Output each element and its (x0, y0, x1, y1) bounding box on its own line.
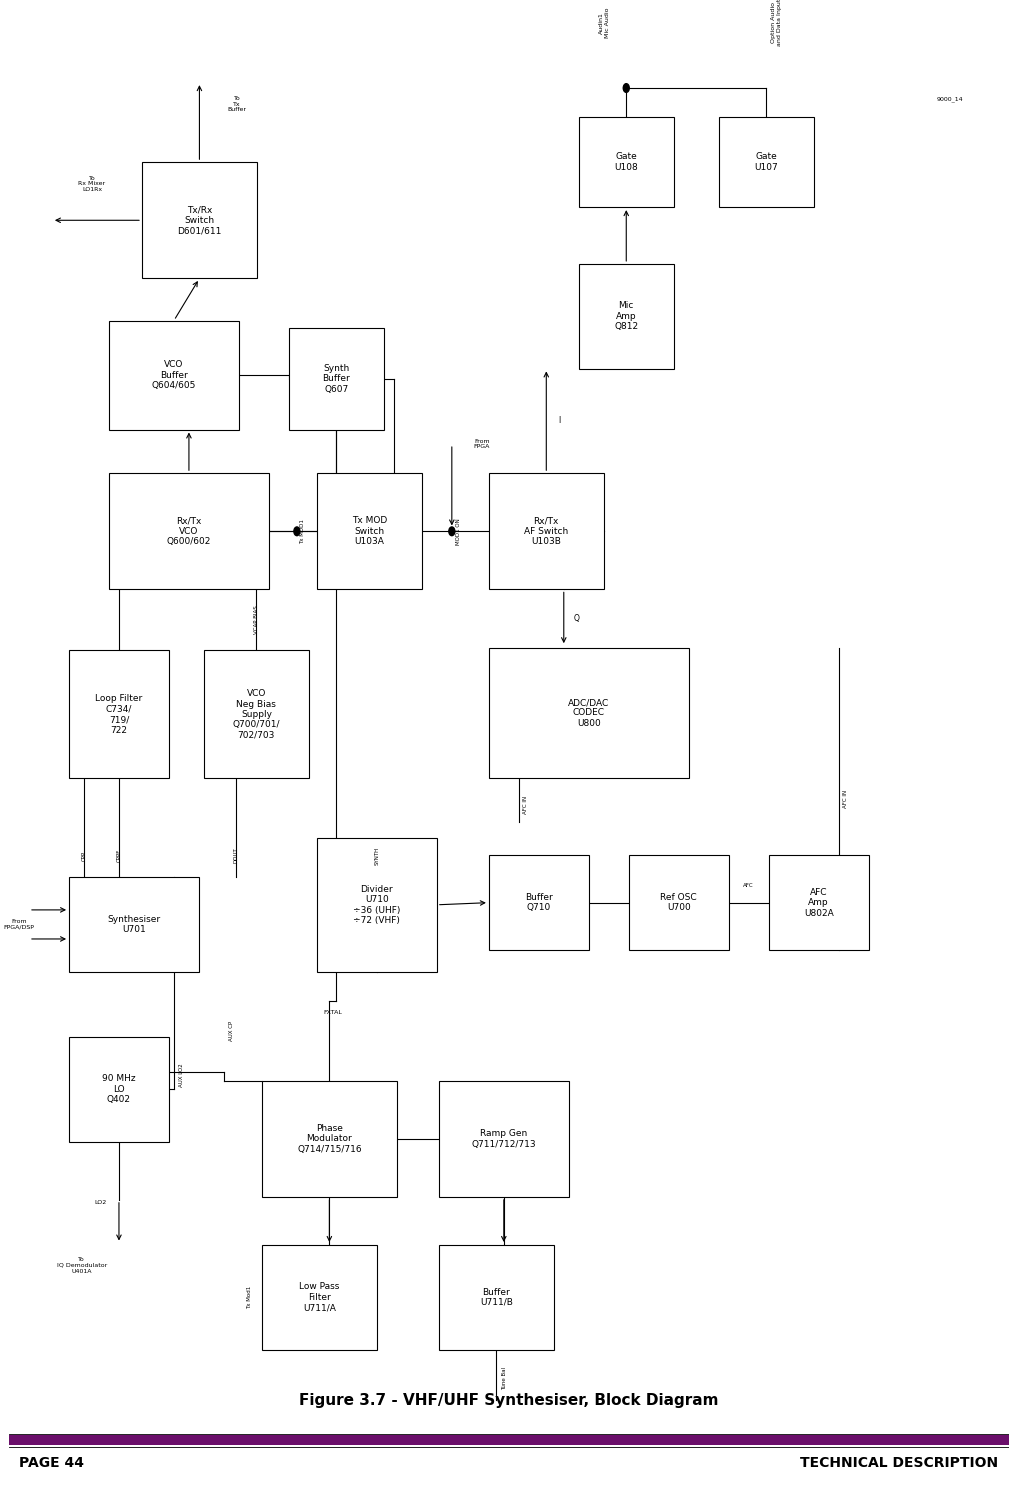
Text: Ref OSC
U700: Ref OSC U700 (661, 893, 697, 913)
Text: Phase
Modulator
Q714/715/716: Phase Modulator Q714/715/716 (297, 1124, 362, 1154)
Text: SYNTH: SYNTH (375, 846, 380, 865)
Text: AFC IN: AFC IN (843, 789, 848, 807)
Text: Option Audio
and Data Input: Option Audio and Data Input (771, 0, 782, 46)
Text: Loop Filter
C734/
719/
722: Loop Filter C734/ 719/ 722 (95, 694, 142, 734)
Text: AFC
Amp
U802A: AFC Amp U802A (804, 887, 833, 917)
Text: DOUT: DOUT (234, 847, 239, 864)
Bar (69, 877, 199, 972)
Text: To
Rx Mixer
LO1Rx: To Rx Mixer LO1Rx (79, 176, 105, 192)
Bar (317, 474, 422, 590)
Text: Tx MOD1: Tx MOD1 (300, 518, 305, 543)
Text: Low Pass
Filter
U711/A: Low Pass Filter U711/A (299, 1282, 339, 1312)
Bar (489, 648, 689, 779)
Text: Divider
U710
÷36 (UHF)
÷72 (VHF): Divider U710 ÷36 (UHF) ÷72 (VHF) (354, 884, 401, 925)
Text: VCO
Neg Bias
Supply
Q700/701/
702/703: VCO Neg Bias Supply Q700/701/ 702/703 (232, 689, 280, 740)
Text: FXTAL: FXTAL (323, 1010, 342, 1015)
Text: Tune Bal: Tune Bal (502, 1367, 507, 1391)
Bar (438, 1245, 553, 1349)
Text: From
FPGA/DSP: From FPGA/DSP (4, 919, 34, 929)
Text: CPP: CPP (82, 850, 87, 861)
Text: AFC: AFC (743, 883, 754, 887)
Text: VCO
Buffer
Q604/605: VCO Buffer Q604/605 (152, 360, 196, 390)
Text: CPPF: CPPF (116, 849, 121, 862)
Text: TECHNICAL DESCRIPTION: TECHNICAL DESCRIPTION (801, 1456, 999, 1470)
Text: Mic
Amp
Q812: Mic Amp Q812 (614, 301, 638, 331)
Circle shape (623, 83, 629, 92)
Text: Audin1
Mic Audio: Audin1 Mic Audio (599, 7, 610, 37)
Text: From
FPGA: From FPGA (474, 439, 490, 450)
Text: Buffer
U711/B: Buffer U711/B (480, 1288, 513, 1307)
Text: PAGE 44: PAGE 44 (19, 1456, 84, 1470)
Text: Rx/Tx
AF Switch
U103B: Rx/Tx AF Switch U103B (524, 517, 569, 546)
Bar (289, 328, 384, 429)
Bar (69, 651, 169, 779)
Bar (629, 855, 729, 950)
Bar (262, 1081, 397, 1197)
Text: Figure 3.7 - VHF/UHF Synthesiser, Block Diagram: Figure 3.7 - VHF/UHF Synthesiser, Block … (299, 1392, 718, 1409)
Bar (109, 320, 239, 429)
Text: AUX CP: AUX CP (229, 1021, 234, 1041)
Text: Gate
U108: Gate U108 (614, 152, 638, 171)
Text: Synth
Buffer
Q607: Synth Buffer Q607 (322, 363, 350, 393)
Text: 9000_14: 9000_14 (937, 97, 964, 103)
Text: Gate
U107: Gate U107 (754, 152, 778, 171)
Bar (69, 1036, 169, 1142)
Text: Ramp Gen
Q711/712/713: Ramp Gen Q711/712/713 (472, 1129, 536, 1148)
Text: I: I (559, 417, 561, 426)
Text: ADC/DAC
CODEC
U800: ADC/DAC CODEC U800 (569, 698, 609, 728)
Text: AUX LO2: AUX LO2 (180, 1063, 185, 1087)
Bar (438, 1081, 569, 1197)
Bar (769, 855, 869, 950)
Text: Tx MOD
Switch
U103A: Tx MOD Switch U103A (351, 517, 387, 546)
Text: AFC IN: AFC IN (523, 795, 528, 813)
Circle shape (294, 527, 300, 536)
Text: Q: Q (574, 613, 580, 622)
Bar (579, 264, 674, 368)
Text: Rx/Tx
VCO
Q600/602: Rx/Tx VCO Q600/602 (167, 517, 211, 546)
Text: 90 MHz
LO
Q402: 90 MHz LO Q402 (102, 1075, 135, 1105)
Text: To
IQ Demodulator
U401A: To IQ Demodulator U401A (57, 1257, 107, 1273)
Text: To
Tx
Buffer: To Tx Buffer (227, 95, 246, 112)
Bar (489, 474, 604, 590)
Text: Buffer
Q710: Buffer Q710 (525, 893, 552, 913)
Text: Tx/Rx
Switch
D601/611: Tx/Rx Switch D601/611 (177, 205, 221, 235)
Text: Synthesiser
U701: Synthesiser U701 (107, 914, 161, 934)
Text: LO2: LO2 (95, 1200, 107, 1205)
Bar (317, 838, 437, 972)
Bar (262, 1245, 377, 1349)
Bar (204, 651, 309, 779)
Bar (719, 118, 814, 207)
Circle shape (448, 527, 454, 536)
Bar (109, 474, 269, 590)
Bar (142, 162, 257, 278)
Bar (489, 855, 589, 950)
Text: MOD1 ON: MOD1 ON (457, 518, 462, 545)
Bar (9, 1435, 1009, 1446)
Text: Tx Mod1: Tx Mod1 (247, 1285, 252, 1309)
Text: VCAP BIAS: VCAP BIAS (254, 606, 259, 634)
Bar (579, 118, 674, 207)
